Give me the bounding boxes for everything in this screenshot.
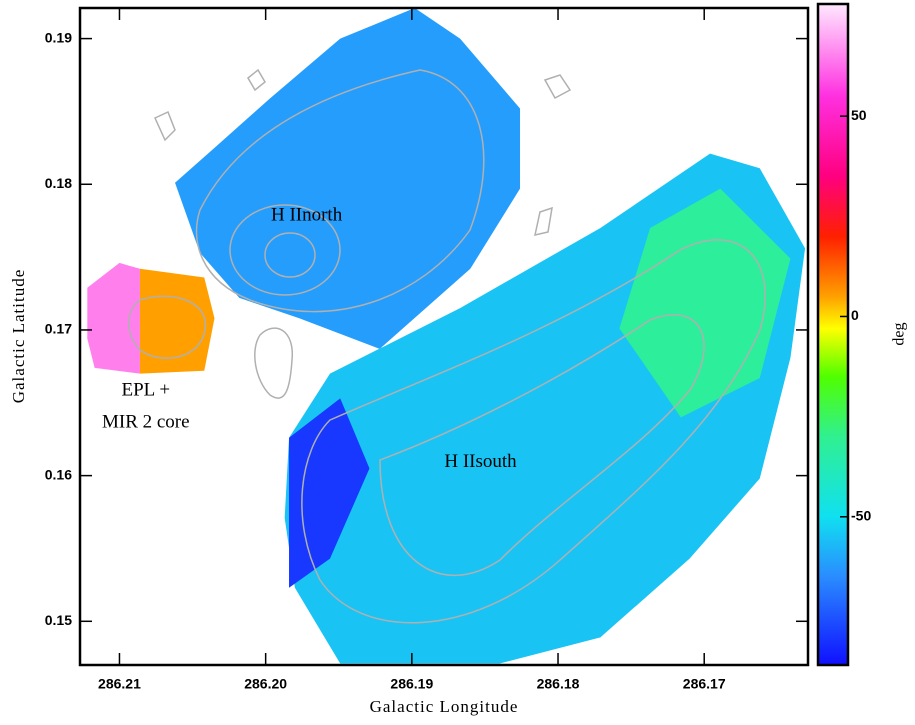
- annotation: EPL +: [122, 379, 171, 400]
- y-tick-label: 0.17: [45, 321, 72, 337]
- y-tick-label: 0.16: [45, 466, 72, 482]
- annotation: MIR 2 core: [102, 412, 190, 433]
- map-region: [175, 8, 521, 349]
- x-tick-label: 286.18: [537, 676, 580, 692]
- map-region: [139, 268, 215, 374]
- y-tick-label: 0.18: [45, 175, 72, 191]
- map-region: [289, 398, 370, 588]
- y-tick-label: 0.19: [45, 29, 72, 45]
- colorbar-tick-label: 0: [851, 307, 859, 323]
- annotation: H IInorth: [271, 205, 343, 226]
- y-axis-label: Galactic Latitude: [9, 269, 28, 404]
- x-tick-label: 286.17: [683, 676, 726, 692]
- map-region: [87, 262, 140, 374]
- x-tick-label: 286.19: [390, 676, 433, 692]
- x-axis-label: Galactic Longitude: [370, 697, 519, 716]
- plot-frame: [78, 6, 810, 667]
- contours: [128, 68, 766, 624]
- colorbar: [816, 2, 850, 667]
- colorbar-label: deg: [891, 322, 908, 345]
- colorbar-tick-label: -50: [851, 507, 871, 523]
- x-tick-label: 286.21: [98, 676, 141, 692]
- colorbar-tick-label: 50: [851, 107, 867, 123]
- y-tick-label: 0.15: [45, 612, 72, 628]
- annotation: H IIsouth: [444, 451, 517, 472]
- x-tick-label: 286.20: [244, 676, 287, 692]
- map-region: [619, 188, 791, 418]
